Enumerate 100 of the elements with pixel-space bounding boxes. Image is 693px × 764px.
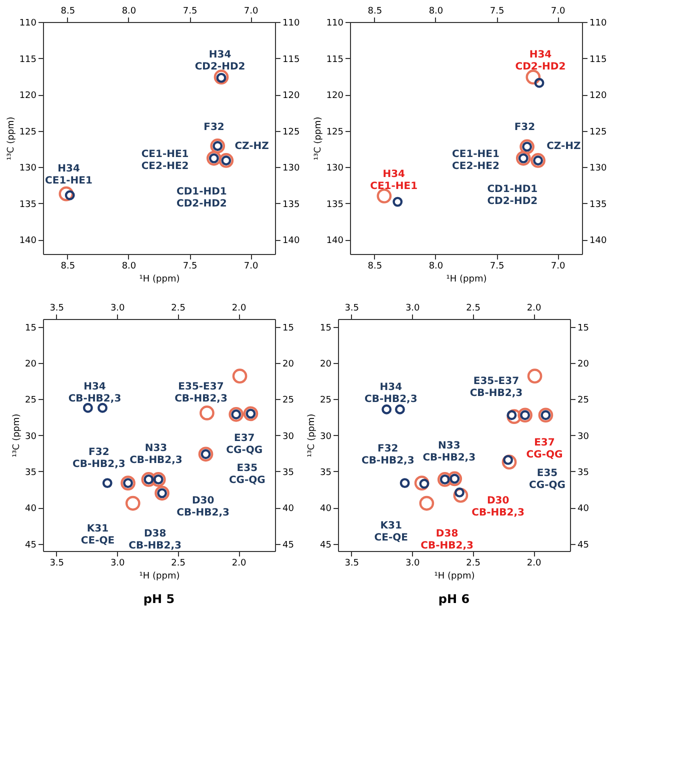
y-tick-label: 35 <box>25 468 36 478</box>
point <box>400 478 410 488</box>
y-tick-label: 115 <box>326 54 344 65</box>
point <box>82 402 93 413</box>
y-tick-label: 45 <box>25 540 36 550</box>
y2-tick-label: 125 <box>590 127 607 138</box>
y2-tick-label: 110 <box>282 18 300 28</box>
y-tick-label: 45 <box>320 540 332 550</box>
point <box>502 454 517 470</box>
x2-tick-label: 7.5 <box>490 262 504 272</box>
annotation: D30 CB-HB2,3 <box>176 496 230 519</box>
point <box>392 196 403 207</box>
y2-tick-label: 30 <box>578 432 590 442</box>
y2-tick-label: 140 <box>590 236 607 246</box>
y-tick-label: 15 <box>25 323 36 334</box>
annotation: E35 CG-QG <box>529 468 566 492</box>
y-tick-label: 15 <box>320 323 332 334</box>
y2-tick-label: 15 <box>282 323 294 334</box>
y-axis-title: ¹³C (ppm) <box>12 414 22 458</box>
y2-tick-label: 135 <box>282 200 300 210</box>
annotation: F32 CB-HB2,3 <box>361 444 414 467</box>
annotation: N33 CB-HB2,3 <box>422 440 476 464</box>
y2-tick-label: 125 <box>282 127 300 138</box>
point <box>200 406 214 420</box>
annotation: H34 CE1-HE1 <box>370 169 418 192</box>
point <box>58 186 74 202</box>
y-tick-label: 110 <box>326 18 344 28</box>
y2-tick-label: 40 <box>282 504 294 514</box>
annotation: K31 CE-QE <box>80 523 115 546</box>
y-tick-label: 135 <box>19 200 36 210</box>
x-tick-label: 8.0 <box>428 6 444 16</box>
y2-tick-label: 35 <box>578 468 589 478</box>
x-tick-label: 3.0 <box>110 304 126 314</box>
point <box>232 368 248 384</box>
annotation: F32 CB-HB2,3 <box>72 446 126 470</box>
y2-tick-label: 35 <box>282 468 294 478</box>
y-tick-label: 35 <box>320 468 332 478</box>
annotation: H34 CB-HB2,3 <box>68 381 122 404</box>
annotation: K31 CE-QE <box>374 520 408 544</box>
y2-tick-label: 45 <box>282 540 294 550</box>
x2-tick-label: 8.5 <box>368 262 382 272</box>
point <box>527 368 542 384</box>
x2-tick-label: 7.0 <box>244 262 258 272</box>
point <box>102 478 112 488</box>
y-tick-label: 115 <box>19 54 36 65</box>
y2-tick-label: 120 <box>282 91 300 101</box>
point <box>526 70 541 85</box>
annotation: E35 CG-QG <box>228 463 266 486</box>
y2-tick-label: 115 <box>282 54 300 65</box>
x-tick-label: 7.5 <box>490 6 504 16</box>
annotation: E35-E37 CB-HB2,3 <box>470 376 523 400</box>
x2-tick-label: 7.0 <box>550 262 566 272</box>
y-axis-title: ¹³C (ppm) <box>6 116 16 160</box>
x2-tick-label: 8.0 <box>122 262 136 272</box>
x2-tick-label: 3.5 <box>344 558 360 568</box>
annotation: F32 <box>204 122 224 134</box>
y2-tick-label: 40 <box>578 504 590 514</box>
x-tick-label: 2.5 <box>171 304 186 314</box>
annotation: E37 CG-QG <box>226 433 263 456</box>
x-axis-title: ¹H (ppm) <box>139 572 180 582</box>
y2-tick-label: 135 <box>590 200 607 210</box>
y2-tick-label: 110 <box>590 18 607 28</box>
y2-tick-label: 45 <box>578 540 589 550</box>
x-tick-label: 8.5 <box>368 6 382 16</box>
annotation: CD1-HD1 CD2-HD2 <box>176 186 227 210</box>
y-tick-label: 125 <box>326 127 344 138</box>
x2-tick-label: 3.0 <box>110 558 126 568</box>
y-tick-label: 40 <box>320 504 332 514</box>
annotation: CD1-HD1 CD2-HD2 <box>487 184 538 207</box>
point <box>98 402 108 413</box>
x-tick-label: 2.0 <box>232 304 246 314</box>
x-tick-label: 2.0 <box>526 304 542 314</box>
annotation: N33 CB-HB2,3 <box>130 442 182 466</box>
x-tick-label: 7.5 <box>182 6 198 16</box>
annotation: H34 CD2-HD2 <box>515 50 566 73</box>
y-tick-label: 140 <box>19 236 37 246</box>
annotation: CE1-HE1 CE2-HE2 <box>141 149 189 172</box>
x2-tick-label: 2.0 <box>526 558 542 568</box>
y2-tick-label: 20 <box>578 360 590 370</box>
y2-tick-label: 20 <box>282 360 294 370</box>
annotation: D38 CB-HB2,3 <box>420 528 474 552</box>
annotation: F32 <box>514 122 536 134</box>
text: pH 6 <box>438 592 470 606</box>
x2-tick-label: 3.0 <box>405 558 420 568</box>
point <box>394 404 405 414</box>
y-tick-label: 120 <box>19 91 37 101</box>
x-tick-label: 3.5 <box>50 304 64 314</box>
y2-tick-label: 25 <box>282 396 294 406</box>
x-axis-title: ¹H (ppm) <box>446 274 487 284</box>
y-tick-label: 40 <box>25 504 37 514</box>
y-axis-title: ¹³C (ppm) <box>313 116 324 160</box>
y2-tick-label: 115 <box>590 54 607 65</box>
x-tick-label: 8.0 <box>122 6 136 16</box>
annotation: CZ-HZ <box>234 140 269 152</box>
point <box>125 496 140 511</box>
annotation: D30 CB-HB2,3 <box>472 496 525 519</box>
annotation: CZ-HZ <box>546 140 581 152</box>
annotation: H34 CB-HB2,3 <box>364 382 418 406</box>
y-tick-label: 25 <box>25 396 36 406</box>
x-axis-title: ¹H (ppm) <box>139 274 180 284</box>
